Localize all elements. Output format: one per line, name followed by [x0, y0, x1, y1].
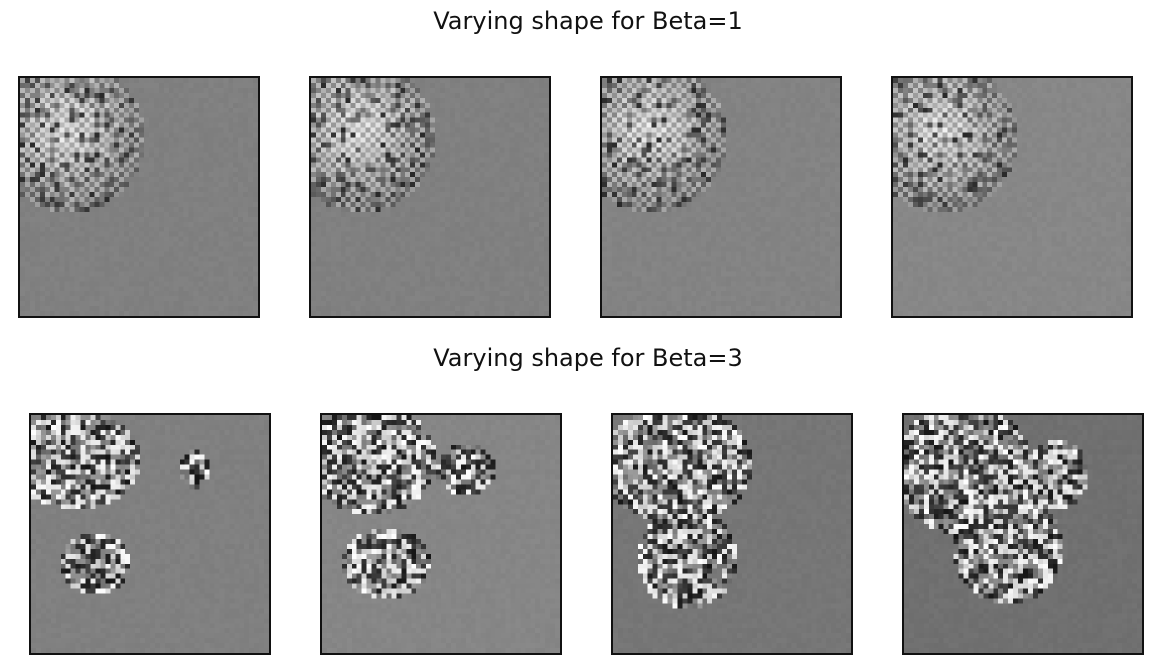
row2-title: Varying shape for Beta=3 [433, 344, 743, 372]
beta3-image-2 [320, 413, 562, 655]
beta1-image-4 [891, 76, 1133, 318]
beta3-image-4 [902, 413, 1144, 655]
beta3-image-3 [611, 413, 853, 655]
row1-title: Varying shape for Beta=1 [433, 7, 743, 35]
beta3-image-1 [29, 413, 271, 655]
beta1-image-1 [18, 76, 260, 318]
beta1-image-3 [600, 76, 842, 318]
beta1-image-2 [309, 76, 551, 318]
